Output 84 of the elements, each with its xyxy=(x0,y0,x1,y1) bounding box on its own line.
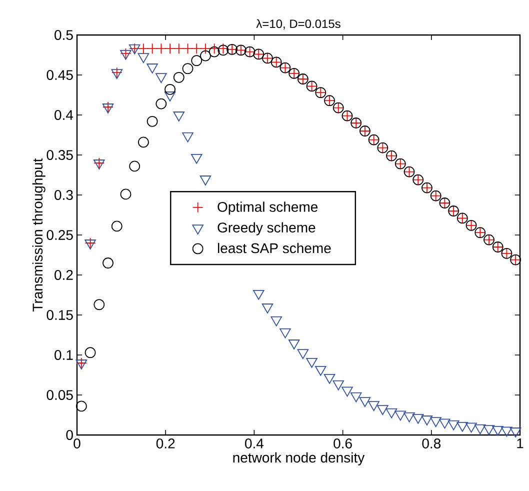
legend-label: Optimal scheme xyxy=(218,202,318,215)
point xyxy=(359,397,371,408)
point xyxy=(164,84,176,95)
x-tick-label: 0 xyxy=(74,438,80,448)
point xyxy=(368,401,380,412)
y-axis-title: Transmission throughput xyxy=(32,158,46,312)
point xyxy=(200,50,211,62)
point xyxy=(200,176,212,186)
x-tick-label: 0.4 xyxy=(245,438,264,448)
point xyxy=(182,43,194,54)
point xyxy=(146,116,158,127)
x-tick-label: 0.6 xyxy=(334,438,352,448)
point xyxy=(111,220,122,232)
point xyxy=(200,43,211,54)
point xyxy=(466,422,477,433)
legend-label: Greedy scheme xyxy=(218,222,316,236)
point xyxy=(182,132,194,142)
point xyxy=(350,392,362,402)
point xyxy=(164,43,176,54)
point xyxy=(164,92,176,102)
point xyxy=(483,425,495,436)
legend-label: least SAP scheme xyxy=(218,242,331,254)
y-tick-label: 0.1 xyxy=(54,350,73,360)
point xyxy=(120,188,132,200)
point xyxy=(156,98,167,110)
point xyxy=(456,422,468,432)
point xyxy=(262,304,274,314)
y-tick-label: 0 xyxy=(66,430,73,440)
point xyxy=(412,414,424,424)
point xyxy=(208,43,220,54)
point xyxy=(84,347,96,358)
point xyxy=(129,160,140,172)
point xyxy=(430,417,442,428)
point xyxy=(138,136,149,148)
y-tick-label: 0.35 xyxy=(46,150,73,160)
point xyxy=(332,380,344,390)
x-tick-label: 1 xyxy=(517,438,524,448)
point xyxy=(173,112,185,122)
y-tick-label: 0.05 xyxy=(46,390,73,400)
y-tick-label: 0.4 xyxy=(54,110,74,120)
y-tick-label: 0.45 xyxy=(46,70,73,80)
point xyxy=(510,428,522,438)
point xyxy=(342,386,353,397)
point xyxy=(280,328,291,338)
point xyxy=(252,290,264,300)
point xyxy=(173,43,184,54)
point xyxy=(191,43,202,54)
point xyxy=(102,258,114,268)
point xyxy=(76,400,87,412)
point xyxy=(394,410,406,421)
point xyxy=(386,408,398,418)
point xyxy=(191,55,202,66)
x-tick-label: 0.8 xyxy=(422,438,441,448)
point xyxy=(324,374,336,384)
point xyxy=(146,43,158,54)
point xyxy=(288,340,300,350)
point xyxy=(173,72,184,83)
point xyxy=(315,366,326,376)
point xyxy=(404,412,415,422)
point xyxy=(474,424,486,434)
x-tick-label: 0.2 xyxy=(156,438,175,448)
y-tick-label: 0.3 xyxy=(54,190,73,200)
point xyxy=(94,299,105,310)
y-tick-label: 0.2 xyxy=(54,270,73,280)
point xyxy=(492,426,504,436)
point xyxy=(501,426,512,437)
point xyxy=(146,64,158,74)
point xyxy=(439,418,450,429)
point xyxy=(138,43,149,54)
y-tick-label: 0.15 xyxy=(46,310,73,320)
point xyxy=(156,43,167,54)
point xyxy=(297,349,309,360)
point xyxy=(270,316,282,326)
point xyxy=(448,420,460,430)
point xyxy=(377,405,388,416)
point xyxy=(208,46,220,58)
point xyxy=(190,154,202,164)
point xyxy=(306,358,318,368)
y-tick-label: 0.5 xyxy=(54,30,73,40)
x-axis-title: network node density xyxy=(233,452,365,466)
point xyxy=(182,63,194,74)
y-tick-label: 0.25 xyxy=(46,230,73,240)
chart-title: λ=10, D=0.015s xyxy=(256,19,340,30)
point xyxy=(421,416,433,426)
